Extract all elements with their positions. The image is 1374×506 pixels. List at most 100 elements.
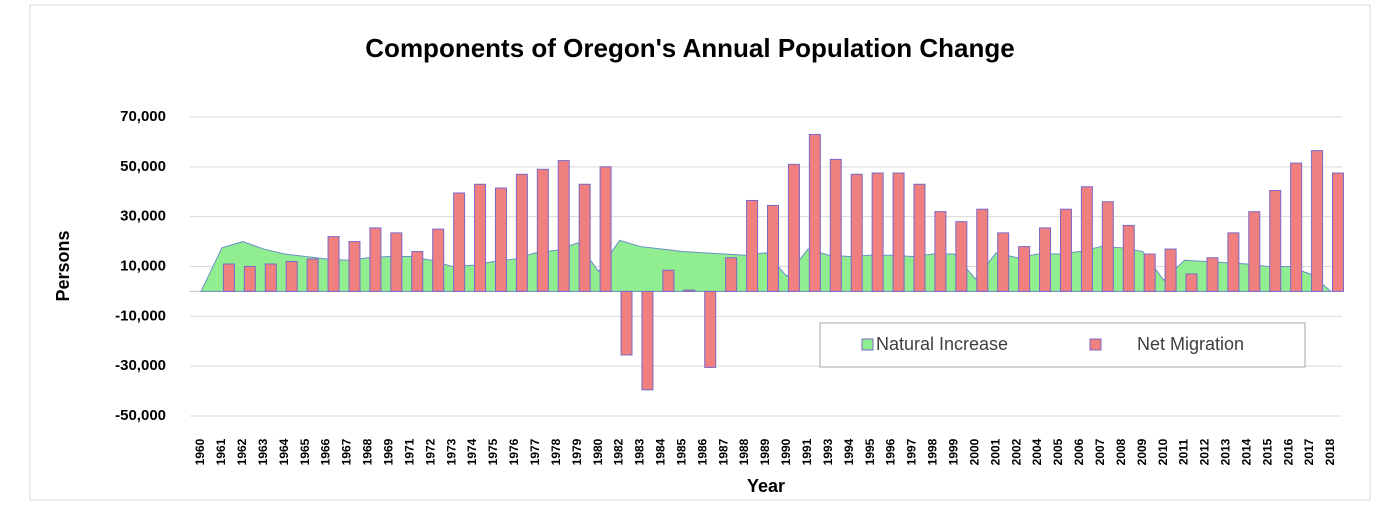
y-tick-label: -30,000	[115, 357, 166, 374]
bar	[557, 160, 570, 292]
x-tick-label: 2010	[1156, 438, 1170, 465]
x-tick-label: 1966	[319, 438, 333, 465]
x-tick-label: 1963	[256, 438, 270, 465]
bar	[1311, 150, 1324, 292]
x-tick-label: 1984	[654, 438, 668, 465]
bar	[578, 183, 591, 292]
y-tick-label: 50,000	[120, 158, 166, 175]
x-tick-label: 2014	[1239, 438, 1253, 465]
x-tick-label: 2008	[1114, 438, 1128, 465]
bar	[767, 204, 779, 292]
bar	[432, 228, 445, 292]
x-tick-label: 2006	[1072, 438, 1086, 465]
x-tick-label: 1968	[361, 438, 375, 465]
x-tick-label: 1972	[423, 438, 437, 465]
legend-box	[819, 322, 1306, 368]
x-tick-label: 2004	[1030, 438, 1044, 465]
bar	[1143, 253, 1156, 292]
bar	[599, 166, 612, 292]
bar	[808, 133, 821, 292]
bar	[1227, 232, 1240, 292]
x-tick-label: 2011	[1177, 439, 1191, 465]
bar	[453, 192, 466, 292]
bar	[955, 221, 968, 292]
x-tick-label: 1998	[926, 438, 940, 465]
x-tick-label: 1994	[842, 438, 856, 465]
y-tick-label: 10,000	[120, 257, 166, 274]
x-tick-label: 1999	[947, 438, 961, 465]
bar	[306, 258, 319, 292]
bar	[1059, 208, 1072, 292]
x-tick-label: 1962	[235, 438, 249, 465]
bar	[474, 183, 487, 292]
x-tick-label: 2005	[1051, 438, 1065, 465]
legend-swatch	[1089, 338, 1102, 351]
x-tick-label: 1978	[549, 438, 563, 465]
bar	[1018, 246, 1031, 292]
bar	[1332, 172, 1344, 292]
x-axis-label: Year	[747, 476, 785, 496]
x-tick-label: 2018	[1323, 438, 1337, 465]
x-tick-label: 1961	[214, 438, 228, 465]
x-tick-label: 1971	[402, 438, 416, 465]
bar	[494, 187, 507, 292]
x-tick-label: 2015	[1260, 438, 1274, 465]
bar	[515, 173, 528, 292]
x-tick-label: 1967	[340, 438, 354, 465]
bar	[620, 290, 633, 356]
bar	[1164, 248, 1177, 292]
bar	[662, 269, 675, 292]
x-tick-label: 1969	[382, 438, 396, 465]
bar	[1122, 224, 1135, 292]
bar	[683, 289, 696, 292]
x-tick-label: 2001	[988, 438, 1002, 465]
bar	[892, 172, 905, 292]
bar	[1039, 227, 1052, 292]
legend-label: Net Migration	[1137, 334, 1244, 354]
bar	[871, 172, 884, 292]
bar	[1101, 201, 1114, 292]
x-tick-label: 1991	[800, 438, 814, 465]
bar	[997, 232, 1010, 292]
bar	[369, 227, 382, 292]
legend-label: Natural Increase	[876, 334, 1008, 354]
x-tick-label: 1974	[465, 438, 479, 465]
bar	[1185, 273, 1198, 292]
x-tick-label: 1973	[444, 438, 458, 465]
x-tick-label: 2016	[1281, 438, 1295, 465]
bar	[1080, 186, 1093, 292]
x-tick-label: 2000	[967, 438, 981, 465]
chart-title: Components of Oregon's Annual Population…	[365, 33, 1014, 63]
x-tick-label: 1990	[779, 438, 793, 465]
bar	[976, 208, 989, 292]
x-tick-label: 1960	[193, 438, 207, 465]
x-tick-label: 1997	[905, 438, 919, 465]
x-tick-label: 2002	[1009, 438, 1023, 465]
x-tick-label: 1993	[821, 438, 835, 465]
bar	[348, 241, 361, 292]
x-tick-label: 2009	[1135, 438, 1149, 465]
y-tick-label: 70,000	[120, 108, 166, 125]
bar	[1248, 211, 1261, 292]
x-tick-label: 1976	[507, 438, 521, 465]
bar	[222, 263, 235, 292]
bar	[327, 236, 340, 292]
bar	[704, 290, 717, 368]
x-tick-label: 1986	[695, 438, 709, 465]
x-tick-label: 1985	[674, 438, 688, 465]
y-tick-label: -50,000	[115, 407, 166, 424]
x-tick-label: 2007	[1093, 438, 1107, 465]
bar	[243, 266, 256, 292]
x-tick-label: 1988	[737, 438, 751, 465]
x-tick-label: 2017	[1302, 438, 1316, 465]
bar	[829, 158, 842, 292]
y-tick-label: -10,000	[115, 307, 166, 324]
x-tick-label: 2012	[1198, 438, 1212, 465]
bar	[1206, 257, 1219, 292]
bar	[641, 290, 654, 391]
bar	[934, 211, 947, 292]
x-tick-label: 1977	[528, 438, 542, 465]
y-tick-label: 30,000	[120, 208, 166, 225]
x-tick-label: 1987	[716, 438, 730, 465]
